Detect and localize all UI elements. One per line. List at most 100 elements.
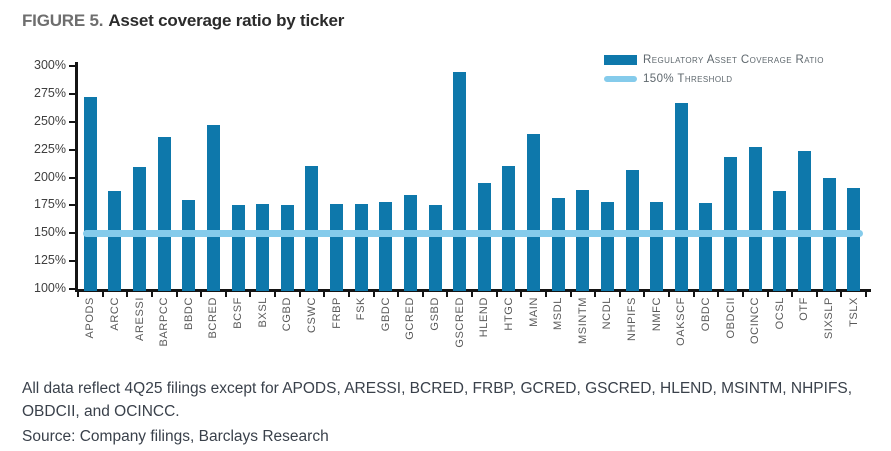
y-axis-line [75,62,78,292]
x-tick-label-obdc: OBDC [699,297,712,332]
x-tick-mark [717,292,720,297]
x-tick-mark [766,292,769,297]
x-tick-mark [495,292,498,297]
bar-htgc [502,166,516,291]
x-tick-mark [520,292,523,297]
x-tick-mark [668,292,670,297]
bar-hlend [477,183,491,291]
x-tick-mark [175,292,178,297]
x-tick-mark [446,292,449,297]
x-axis-line [75,289,871,292]
x-tick-label-sixslp: SIXSLP [823,297,836,340]
legend-threshold-swatch [604,75,637,82]
bar-apods [83,97,97,291]
bar-gbdc [379,202,393,291]
bar-bcsf [231,205,245,291]
x-tick-mark [224,292,227,297]
x-tick-mark [618,292,621,297]
x-tick-label-fsk: FSK [355,297,368,321]
bar-otf [797,150,811,291]
x-tick-label-ncdl: NCDL [601,297,614,330]
x-tick-label-nmfc: NMFC [650,297,663,332]
bar-arcc [108,190,122,291]
y-tick-mark [69,120,75,123]
legend-item-series: Regulatory Asset Coverage Ratio [604,52,824,67]
y-tick-mark [69,260,75,263]
bar-aressi [133,167,147,291]
y-tick-label: 300% [34,58,66,72]
y-tick-mark [69,232,75,235]
bar-cswc [305,166,319,291]
x-tick-mark [397,292,400,297]
x-tick-mark [249,292,252,297]
x-tick-mark [200,292,203,297]
figure-header: FIGURE 5. Asset coverage ratio by ticker [22,11,344,31]
x-tick-mark [791,292,794,297]
bar-main [527,134,541,291]
bar-cgbd [280,205,294,291]
x-tick-mark [840,292,843,297]
y-tick-label: 125% [34,253,66,268]
x-tick-mark [150,292,153,297]
threshold-line [83,229,863,237]
x-tick-label-gsbd: GSBD [429,297,442,331]
y-tick-label: 275% [34,85,66,100]
x-tick-mark [101,292,104,297]
bar-barpcc [157,137,171,291]
y-tick-mark [69,92,75,95]
x-tick-label-hlend: HLEND [478,297,491,338]
bar-bcred [206,125,220,291]
chart-legend: Regulatory Asset Coverage Ratio 150% Thr… [604,52,824,90]
y-tick-mark [69,204,75,207]
x-tick-mark [569,292,572,297]
x-tick-label-msintm: MSINTM [576,297,589,344]
legend-series-label: Regulatory Asset Coverage Ratio [643,53,824,66]
bar-gscred [453,71,467,291]
x-tick-label-ocsl: OCSL [773,297,786,330]
x-tick-label-bcred: BCRED [207,297,220,339]
x-tick-mark [323,292,326,297]
bar-gcred [403,195,417,291]
y-tick-label: 200% [34,169,66,184]
legend-item-threshold: 150% Threshold [604,71,824,86]
x-tick-mark [372,292,375,297]
x-tick-label-cswc: CSWC [305,297,318,334]
y-tick-mark [69,65,75,67]
x-tick-label-apods: APODS [84,297,97,339]
x-tick-mark [594,292,597,297]
bar-frbp [330,204,344,291]
x-tick-mark [815,292,818,297]
bar-fsk [354,204,368,291]
bar-ocsl [773,190,787,291]
x-tick-mark [865,292,867,297]
bar-tslx [847,187,861,291]
bar-obdc [699,203,713,291]
y-tick-label: 250% [34,113,66,128]
bar-nmfc [650,202,664,291]
bar-bbdc [182,199,196,291]
x-tick-label-bxsl: BXSL [256,297,269,328]
legend-bar-swatch [604,54,637,65]
x-tick-mark [298,292,301,297]
bar-gsbd [428,205,442,291]
y-tick-label: 100% [34,281,66,295]
x-tick-label-gscred: GSCRED [453,297,466,348]
x-tick-mark [544,292,547,297]
bar-bxsl [256,204,270,291]
x-tick-label-aressi: ARESSI [133,297,146,341]
bar-ncdl [600,202,614,291]
figure-number-label: FIGURE 5. [22,11,104,30]
x-tick-label-frbp: FRBP [330,297,343,329]
bar-oakscf [674,102,688,291]
x-tick-label-otf: OTF [798,297,811,321]
bar-obdcii [724,157,738,291]
x-tick-mark [692,292,695,297]
figure-title: Asset coverage ratio by ticker [108,11,345,30]
x-tick-mark [126,292,129,297]
y-tick-mark [69,176,75,179]
x-tick-label-obdcii: OBDCII [724,297,737,339]
source-text: Source: Company filings, Barclays Resear… [22,428,329,445]
x-tick-mark [274,292,276,297]
x-tick-mark [471,292,473,297]
y-tick-mark [69,288,75,290]
